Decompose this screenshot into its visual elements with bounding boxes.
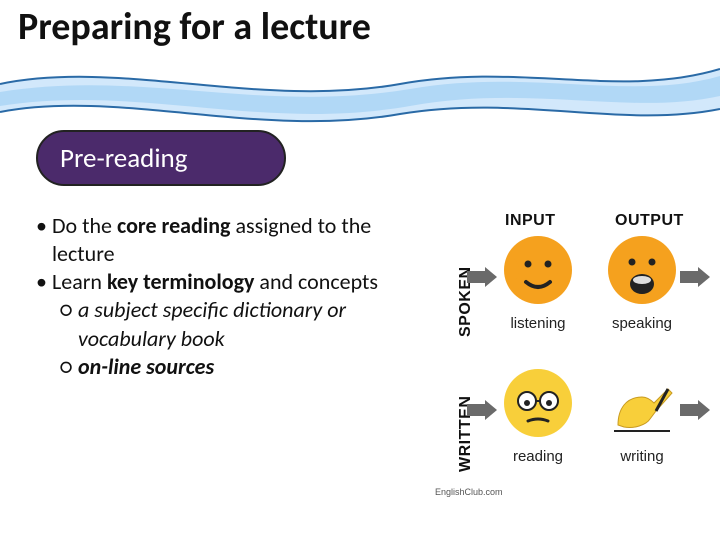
decorative-wave [0, 54, 720, 124]
list-item: • Do the core reading assigned to the le… [36, 212, 421, 268]
diagram-attribution: EnglishClub.com [435, 487, 503, 497]
page-title: Preparing for a lecture [18, 8, 702, 48]
sub-bullet-text: on-line sources [78, 353, 214, 381]
diagram-col-input: INPUT [505, 212, 556, 230]
face-listening-icon [502, 234, 574, 306]
face-reading-icon [502, 367, 574, 439]
section-pill-label: Pre-reading [60, 142, 187, 175]
diagram-cell-listening: listening [493, 234, 583, 332]
bullet-icon: • [36, 212, 52, 268]
face-speaking-icon [606, 234, 678, 306]
bullet-text: Do the core reading assigned to the lect… [52, 212, 421, 268]
diagram-cell-speaking: speaking [597, 234, 687, 332]
sub-list-item: ○ a subject specific dictionary or vocab… [60, 296, 421, 352]
diagram-cell-caption: listening [493, 315, 583, 332]
sub-list-item: ○ on-line sources [60, 353, 421, 381]
sub-bullet-icon: ○ [60, 296, 78, 352]
bullet-list: • Do the core reading assigned to the le… [36, 212, 421, 381]
list-item: • Learn key terminology and concepts [36, 268, 421, 296]
diagram-cell-reading: reading [493, 367, 583, 465]
diagram-cell-caption: speaking [597, 315, 687, 332]
section-pill: Pre-reading [36, 130, 286, 186]
hand-writing-icon [606, 367, 678, 439]
sub-bullet-text: a subject specific dictionary or vocabul… [78, 296, 421, 352]
diagram-cell-caption: writing [597, 448, 687, 465]
skills-diagram: INPUT OUTPUT SPOKEN WRITTEN listening [435, 212, 700, 512]
diagram-cell-writing: writing [597, 367, 687, 465]
bullet-icon: • [36, 268, 52, 296]
title-bar: Preparing for a lecture [0, 0, 720, 60]
bullet-text: Learn key terminology and concepts [52, 268, 421, 296]
diagram-col-output: OUTPUT [615, 212, 684, 230]
diagram-cell-caption: reading [493, 448, 583, 465]
sub-bullet-icon: ○ [60, 353, 78, 381]
